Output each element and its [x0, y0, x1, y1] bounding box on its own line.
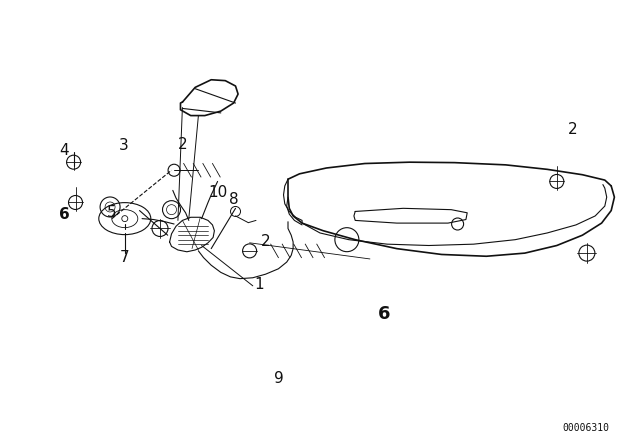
Text: 2: 2 — [260, 234, 271, 250]
Text: 7: 7 — [120, 250, 130, 265]
Text: 2: 2 — [568, 122, 578, 138]
Text: 9: 9 — [273, 371, 284, 386]
Text: 00006310: 00006310 — [562, 423, 609, 433]
Text: 2: 2 — [177, 137, 188, 152]
Text: 6: 6 — [59, 207, 69, 222]
Text: 3: 3 — [118, 138, 129, 153]
Text: 5: 5 — [107, 205, 117, 220]
Text: 8: 8 — [228, 192, 239, 207]
Text: 6: 6 — [378, 305, 390, 323]
Text: 10: 10 — [208, 185, 227, 200]
Text: 4: 4 — [59, 142, 69, 158]
Text: 1: 1 — [254, 277, 264, 292]
